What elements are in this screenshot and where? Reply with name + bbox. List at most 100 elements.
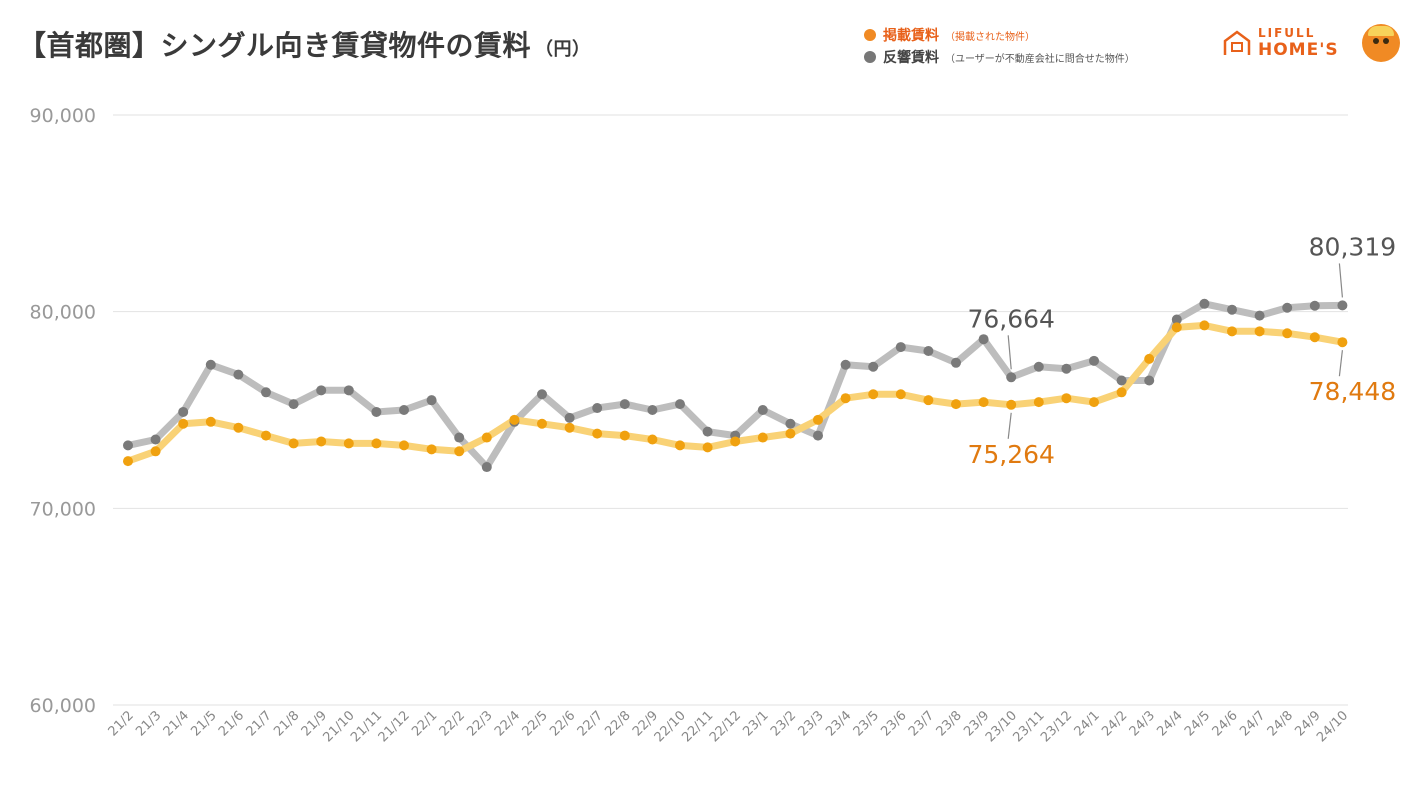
data-point-1 (840, 393, 851, 404)
data-point-0 (951, 357, 961, 368)
x-tick-label: 22/6 (547, 708, 578, 739)
data-point-1 (371, 438, 382, 449)
data-point-1 (233, 422, 244, 433)
data-point-0 (813, 430, 823, 441)
chart-title: 【首都圏】シングル向き賃貸物件の賃料 （円） (18, 24, 591, 64)
data-point-1 (1089, 397, 1099, 408)
data-point-1 (813, 414, 823, 425)
x-tick-label: 24/7 (1237, 708, 1268, 739)
x-tick-label: 22/4 (492, 708, 523, 739)
data-point-1 (454, 446, 465, 457)
data-point-0 (288, 399, 299, 410)
data-point-1 (564, 422, 575, 433)
data-point-1 (1337, 337, 1348, 348)
data-point-1 (1033, 397, 1044, 408)
x-tick-label: 24/6 (1210, 708, 1241, 739)
annotation-leader (1338, 350, 1343, 377)
data-point-0 (1089, 355, 1099, 366)
data-point-1 (868, 389, 879, 400)
data-point-0 (1171, 314, 1182, 325)
data-point-0 (895, 342, 906, 353)
legend-dot-listed (864, 29, 876, 41)
data-point-1 (592, 428, 603, 439)
data-point-0 (1116, 375, 1127, 386)
data-point-1 (205, 416, 216, 427)
data-point-1 (1061, 393, 1072, 404)
data-point-1 (675, 440, 685, 451)
data-point-1 (150, 446, 161, 457)
x-tick-label: 23/2 (768, 708, 799, 739)
x-tick-label: 24/5 (1182, 708, 1213, 739)
x-tick-label: 24/1 (1072, 708, 1103, 739)
annotation-leader (1338, 263, 1343, 298)
legend-note-listed: （掲載された物件） (945, 31, 1035, 43)
data-point-0 (426, 395, 437, 406)
x-tick-label: 23/6 (878, 708, 909, 739)
data-point-0 (785, 418, 796, 429)
data-point-1 (1309, 332, 1320, 343)
x-tick-label: 24/10 (1314, 708, 1351, 745)
data-point-0 (868, 361, 879, 372)
data-point-0 (1033, 361, 1044, 372)
data-point-0 (150, 434, 161, 445)
data-point-1 (1199, 320, 1210, 331)
data-point-0 (647, 405, 658, 415)
data-point-1 (1227, 326, 1237, 337)
x-tick-label: 24/2 (1099, 708, 1130, 739)
data-point-0 (702, 426, 713, 437)
data-point-0 (1144, 375, 1155, 386)
x-tick-label: 23/3 (796, 708, 827, 739)
x-tick-label: 23/5 (851, 708, 882, 739)
data-point-0 (675, 399, 685, 410)
annotation-label: 76,664 (967, 304, 1054, 333)
data-point-1 (951, 399, 961, 410)
data-point-0 (1061, 363, 1072, 374)
data-point-1 (261, 430, 271, 441)
data-point-1 (1171, 322, 1182, 333)
data-point-1 (481, 432, 492, 443)
legend-item-inquiry: 反響賃料 （ユーザーが不動産会社に問合せた物件） (864, 46, 1135, 68)
data-point-1 (923, 395, 934, 406)
data-point-1 (1282, 328, 1293, 339)
data-point-0 (619, 399, 630, 410)
brand-line1: LIFULL (1258, 26, 1316, 40)
x-tick-label: 21/2 (106, 708, 137, 739)
brand-line2: HOME'S (1258, 40, 1339, 60)
data-point-0 (592, 403, 603, 414)
data-point-0 (1199, 298, 1210, 309)
data-point-0 (261, 387, 271, 398)
data-point-1 (895, 389, 906, 400)
data-point-0 (840, 359, 851, 370)
data-point-1 (288, 438, 299, 449)
data-point-1 (647, 434, 658, 445)
x-tick-label: 21/4 (161, 708, 192, 739)
x-tick-label: 22/5 (520, 708, 551, 739)
data-point-1 (178, 418, 189, 429)
y-tick-label: 70,000 (30, 498, 96, 520)
legend-label-listed: 掲載賃料 (883, 28, 939, 44)
data-point-1 (978, 397, 989, 408)
data-point-0 (178, 406, 189, 417)
data-point-0 (123, 440, 133, 451)
x-tick-label: 23/4 (823, 708, 854, 739)
house-icon (1223, 30, 1251, 55)
y-tick-label: 90,000 (30, 105, 96, 127)
x-tick-label: 22/2 (437, 708, 468, 739)
data-point-0 (399, 405, 409, 415)
data-point-0 (1006, 372, 1017, 383)
data-point-0 (1337, 300, 1348, 311)
data-point-0 (481, 462, 492, 473)
data-point-1 (426, 444, 437, 455)
x-tick-label: 24/8 (1265, 708, 1296, 739)
chart-unit: （円） (535, 39, 591, 60)
legend-note-inquiry: （ユーザーが不動産会社に問合せた物件） (945, 53, 1135, 65)
chart-title-text: 【首都圏】シングル向き賃貸物件の賃料 (18, 29, 532, 62)
x-tick-label: 22/1 (409, 708, 440, 739)
x-tick-label: 23/8 (934, 708, 965, 739)
brand-logo: LIFULL HOME'S (1222, 22, 1402, 66)
x-tick-label: 21/7 (244, 708, 275, 739)
data-point-0 (205, 359, 216, 370)
data-point-1 (1116, 387, 1127, 398)
data-point-1 (757, 432, 768, 443)
